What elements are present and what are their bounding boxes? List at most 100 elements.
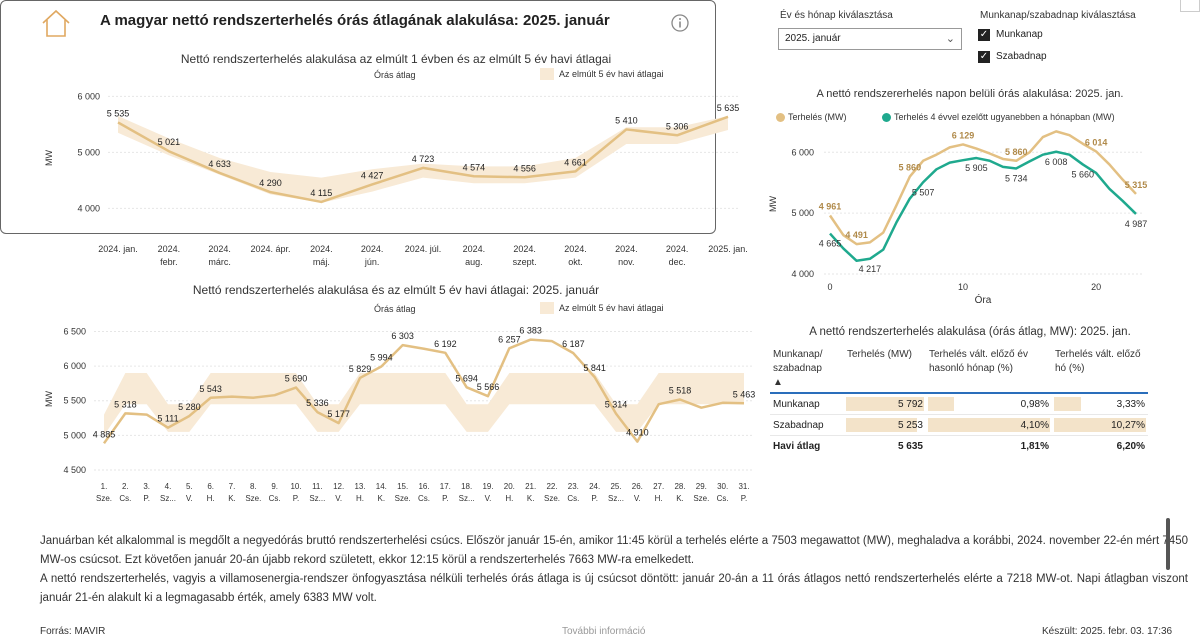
data-label: 6 129 — [952, 130, 975, 140]
x-tick-day: 28. — [674, 482, 685, 491]
x-tick-label: 2024. — [666, 244, 689, 254]
five-year-band — [118, 116, 728, 203]
series-line — [102, 338, 745, 445]
page-title: A magyar nettó rendszerterhelés órás átl… — [100, 12, 610, 29]
y-tick-label: 5 000 — [63, 430, 86, 440]
x-tick-label: 10 — [958, 282, 968, 292]
x-tick-label: dec. — [669, 257, 686, 267]
data-label: 6 383 — [519, 326, 542, 336]
x-tick-day: 10. — [290, 482, 301, 491]
data-label: 5 306 — [666, 121, 689, 131]
period-dropdown[interactable]: 2025. január ⌄ — [778, 28, 962, 50]
x-tick-label: 2024. jan. — [98, 244, 138, 254]
more-info-link[interactable]: További információ — [562, 626, 646, 637]
data-label: 5 410 — [615, 115, 638, 125]
data-label: 5 860 — [1005, 147, 1028, 157]
y-tick-label: 5 000 — [77, 147, 100, 157]
data-label: 4 910 — [626, 428, 649, 438]
x-tick-weekday: Cs. — [418, 494, 430, 503]
x-tick-day: 25. — [610, 482, 621, 491]
yoy-bar — [928, 418, 1050, 432]
x-tick-weekday: P. — [591, 494, 598, 503]
y-tick-label: 6 500 — [63, 326, 86, 336]
x-tick-day: 19. — [482, 482, 493, 491]
commentary-text: Januárban két alkalommal is megdőlt a ne… — [40, 532, 1188, 608]
x-tick-label: 2024. — [310, 244, 333, 254]
data-label: 5 280 — [178, 402, 201, 412]
x-tick-label: febr. — [160, 257, 178, 267]
x-tick-day: 8. — [250, 482, 257, 491]
table-header-mom[interactable]: Terhelés vált. előző hó (%) — [1055, 349, 1141, 374]
data-label: 5 860 — [899, 163, 922, 173]
x-tick-weekday: H. — [207, 494, 215, 503]
total-label: Havi átlag — [773, 440, 821, 452]
holiday-checkbox-label[interactable]: Szabadnap — [996, 51, 1047, 62]
x-tick-label: márc. — [208, 257, 231, 267]
footer-source: Forrás: MAVIR — [40, 626, 106, 637]
workday-checkbox-label[interactable]: Munkanap — [996, 29, 1043, 40]
daily-legend-band: Az elmúlt 5 év havi átlagai — [559, 303, 664, 313]
data-label: 6 303 — [391, 331, 414, 341]
sort-up-icon[interactable]: ▲ — [773, 377, 783, 388]
x-tick-day: 14. — [376, 482, 387, 491]
x-tick-weekday: K. — [378, 494, 386, 503]
summary-table-title: A nettó rendszerterhelés alakulása (órás… — [809, 326, 1131, 338]
table-header-yoy[interactable]: Terhelés vált. előző év hasonló hónap (%… — [929, 349, 1028, 374]
x-tick-day: 2. — [122, 482, 129, 491]
data-label: 4 217 — [859, 264, 882, 274]
x-tick-weekday: H. — [505, 494, 513, 503]
x-tick-label: 0 — [827, 282, 832, 292]
data-label: 6 343 — [1045, 126, 1068, 127]
workday-checkbox[interactable]: ✓ — [978, 29, 990, 41]
window-edge — [1180, 0, 1200, 12]
x-tick-weekday: Sze. — [395, 494, 411, 503]
table-header-load[interactable]: Terhelés (MW) — [847, 349, 913, 360]
data-label: 5 535 — [107, 108, 130, 118]
data-label: 4 491 — [845, 230, 868, 240]
past-load-line — [829, 150, 1137, 263]
data-label: 4 961 — [819, 202, 842, 212]
x-tick-day: 7. — [229, 482, 236, 491]
row-yoy: 4,10% — [926, 414, 1052, 436]
x-tick-weekday: Sz... — [608, 494, 624, 503]
x-tick-weekday: Sze. — [693, 494, 709, 503]
data-label: 5 336 — [306, 398, 329, 408]
x-tick-label: nov. — [618, 257, 634, 267]
x-tick-weekday: H. — [356, 494, 364, 503]
row-load: 5 792 — [844, 393, 926, 415]
y-tick-label: 4 000 — [77, 203, 100, 213]
x-tick-weekday: V. — [186, 494, 193, 503]
daily-legend-series: Órás átlag — [374, 304, 416, 314]
monthly-legend-series: Órás átlag — [374, 70, 416, 80]
table-total-row: Havi átlag 5 635 1,81% 6,20% — [770, 436, 1148, 457]
x-tick-weekday: Cs. — [567, 494, 579, 503]
y-tick-label: 4 500 — [63, 465, 86, 475]
x-tick-day: 5. — [186, 482, 193, 491]
x-tick-day: 31. — [738, 482, 749, 491]
row-mom: 10,27% — [1052, 414, 1148, 436]
data-label: 4 665 — [819, 239, 842, 249]
x-tick-day: 26. — [632, 482, 643, 491]
x-tick-weekday: K. — [676, 494, 684, 503]
data-label: 4 723 — [412, 154, 435, 164]
info-icon[interactable] — [671, 14, 689, 32]
daily-line-chart: 4 500 5 000 5 500 6 000 6 500 MW 4 885 5 318 5 1… — [44, 326, 755, 503]
holiday-checkbox[interactable]: ✓ — [978, 51, 990, 63]
x-tick-day: 6. — [207, 482, 214, 491]
data-label: 5 829 — [349, 364, 372, 374]
table-header-daytype[interactable]: Munkanap/ szabadnap ▲ — [773, 349, 823, 388]
y-tick-label: 6 000 — [63, 361, 86, 371]
data-label: 5 111 — [157, 414, 178, 424]
load-bar — [846, 397, 924, 411]
x-tick-label: 2024. — [615, 244, 638, 254]
hourly-legend-swatch-current — [776, 113, 785, 122]
x-tick-weekday: Cs. — [717, 494, 729, 503]
data-label: 6 257 — [498, 334, 521, 344]
y-tick-label: 6 000 — [77, 91, 100, 101]
data-label: 5 518 — [669, 385, 692, 395]
y-tick-label: 5 000 — [791, 208, 814, 218]
x-tick-weekday: Sz... — [309, 494, 325, 503]
x-tick-weekday: Sz... — [459, 494, 475, 503]
text-scrollbar[interactable] — [1166, 518, 1170, 570]
home-icon[interactable] — [40, 8, 72, 38]
